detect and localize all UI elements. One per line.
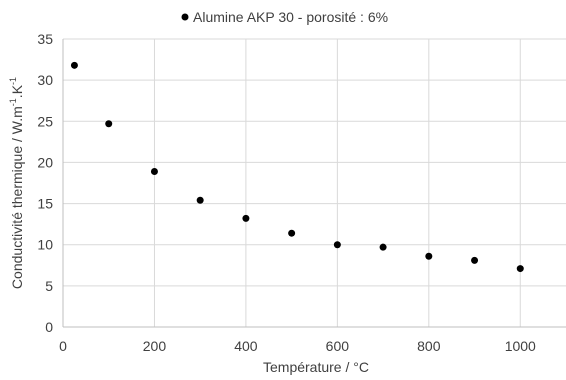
y-tick-label: 5 [45, 278, 53, 294]
y-axis-title: Conductivité thermique / W.m-1.K-1 [8, 77, 25, 289]
data-point [196, 196, 204, 204]
x-tick-label: 200 [143, 338, 167, 354]
data-point [333, 241, 341, 249]
y-tick-label: 20 [37, 154, 53, 170]
y-tick-labels: 0 5 10 15 20 25 30 35 [37, 31, 53, 335]
y-tick-label: 30 [37, 72, 53, 88]
y-axis-title-main: Conductivité thermique / W.m [9, 106, 25, 289]
y-tick-label: 25 [37, 113, 53, 129]
data-point [242, 214, 250, 222]
data-point [105, 120, 113, 128]
data-points [70, 61, 524, 273]
data-point [425, 252, 433, 260]
y-tick-label: 10 [37, 237, 53, 253]
data-point [150, 167, 158, 175]
x-tick-labels: 0 200 400 600 800 1000 [59, 338, 536, 354]
legend-label: Alumine AKP 30 - porosité : 6% [193, 9, 388, 25]
x-tick-label: 1000 [505, 338, 536, 354]
data-point [288, 229, 296, 237]
y-tick-label: 15 [37, 196, 53, 212]
data-point [379, 243, 387, 251]
x-tick-label: 800 [417, 338, 441, 354]
x-axis-title: Température / °C [263, 359, 369, 375]
y-axis-title-mid: .K [9, 84, 25, 98]
axes [62, 39, 566, 328]
y-axis-title-sup2: -1 [8, 77, 18, 85]
y-tick-label: 35 [37, 31, 53, 47]
legend-marker [181, 13, 189, 21]
x-tick-label: 0 [59, 338, 67, 354]
y-tick-label: 0 [45, 319, 53, 335]
data-point [471, 256, 479, 264]
x-tick-label: 600 [326, 338, 350, 354]
x-tick-label: 400 [234, 338, 258, 354]
grid [63, 38, 566, 327]
y-axis-title-sup1: -1 [8, 98, 18, 106]
data-point [516, 265, 524, 273]
legend: Alumine AKP 30 - porosité : 6% [181, 9, 388, 25]
data-point [70, 61, 78, 69]
